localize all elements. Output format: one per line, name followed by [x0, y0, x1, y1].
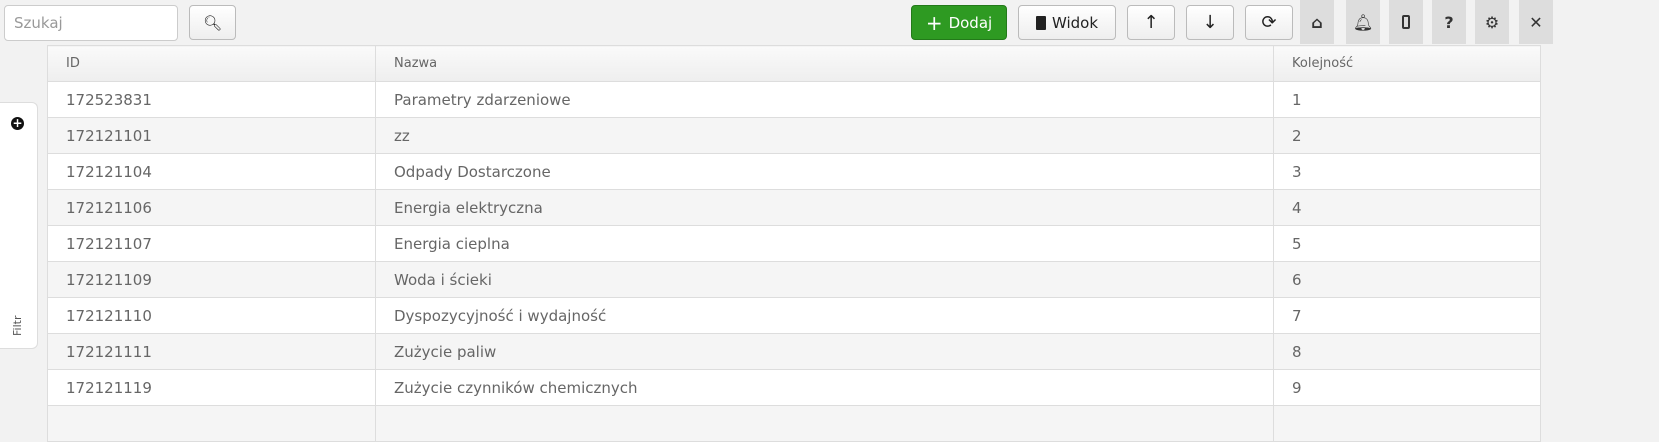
cell-name — [375, 405, 1274, 442]
home-button[interactable]: ⌂ — [1300, 0, 1334, 44]
move-down-button[interactable]: ↓ — [1186, 5, 1234, 40]
help-button[interactable]: ? — [1432, 0, 1466, 44]
search-button[interactable]: 🔍︎ — [189, 5, 236, 40]
add-label: Dodaj — [948, 13, 993, 32]
column-header-name[interactable]: Nazwa — [375, 45, 1274, 82]
table-row[interactable]: 172121106 Energia elektryczna 4 — [47, 189, 1541, 226]
cell-name: Energia elektryczna — [375, 189, 1274, 226]
mobile-button[interactable] — [1389, 0, 1423, 44]
filter-label: Filtr — [11, 315, 24, 336]
cell-id: 172121107 — [47, 225, 376, 262]
cell-id: 172121106 — [47, 189, 376, 226]
cell-id: 172121111 — [47, 333, 376, 370]
view-label: Widok — [1051, 13, 1099, 32]
table-row[interactable]: 172121109 Woda i ścieki 6 — [47, 261, 1541, 298]
cell-name: Energia cieplna — [375, 225, 1274, 262]
cell-order: 5 — [1273, 225, 1541, 262]
question-icon: ? — [1444, 12, 1454, 32]
settings-button[interactable]: ⚙ — [1475, 0, 1509, 44]
table-row[interactable]: 172121107 Energia cieplna 5 — [47, 225, 1541, 262]
cell-order: 1 — [1273, 81, 1541, 118]
cell-order: 6 — [1273, 261, 1541, 298]
table-row[interactable]: 172121104 Odpady Dostarczone 3 — [47, 153, 1541, 190]
arrow-up-icon: ↑ — [1143, 12, 1159, 33]
refresh-icon: ⟳ — [1261, 12, 1277, 33]
search-input[interactable] — [4, 5, 178, 41]
cell-order: 3 — [1273, 153, 1541, 190]
cell-order: 2 — [1273, 117, 1541, 154]
cell-name: Parametry zdarzeniowe — [375, 81, 1274, 118]
plus-icon: + — [925, 10, 943, 35]
cell-id: 172121109 — [47, 261, 376, 298]
table-row[interactable]: 172121101 zz 2 — [47, 117, 1541, 154]
cell-order — [1273, 405, 1541, 442]
cell-order: 7 — [1273, 297, 1541, 334]
cell-name: Dyspozycyjność i wydajność — [375, 297, 1274, 334]
notifications-button[interactable]: 🔔︎ — [1346, 0, 1380, 44]
cell-id: 172523831 — [47, 81, 376, 118]
search-icon: 🔍︎ — [202, 13, 223, 32]
table-row[interactable]: 172121111 Zużycie paliw 8 — [47, 333, 1541, 370]
refresh-button[interactable]: ⟳ — [1245, 5, 1293, 40]
cell-name: Zużycie paliw — [375, 333, 1274, 370]
home-icon: ⌂ — [1311, 12, 1323, 32]
add-button[interactable]: + Dodaj — [911, 5, 1007, 40]
cell-name: Woda i ścieki — [375, 261, 1274, 298]
gear-icon: ⚙ — [1484, 12, 1500, 32]
mobile-icon — [1402, 15, 1410, 29]
move-up-button[interactable]: ↑ — [1127, 5, 1175, 40]
table-row[interactable]: 172121110 Dyspozycyjność i wydajność 7 — [47, 297, 1541, 334]
cell-name: Zużycie czynników chemicznych — [375, 369, 1274, 406]
document-icon — [1035, 15, 1046, 30]
cell-id: 172121110 — [47, 297, 376, 334]
column-header-id[interactable]: ID — [47, 45, 376, 82]
close-button[interactable]: ✕ — [1519, 0, 1553, 44]
view-button[interactable]: Widok — [1018, 5, 1116, 40]
cell-order: 8 — [1273, 333, 1541, 370]
table-row[interactable] — [47, 405, 1541, 442]
arrow-down-icon: ↓ — [1202, 12, 1218, 33]
cell-name: Odpady Dostarczone — [375, 153, 1274, 190]
column-header-order[interactable]: Kolejność — [1273, 45, 1541, 82]
cell-id: 172121104 — [47, 153, 376, 190]
cell-id: 172121101 — [47, 117, 376, 154]
scrollbar[interactable] — [1541, 45, 1559, 430]
data-table: ID Nazwa Kolejność 172523831 Parametry zd… — [47, 45, 1541, 442]
cell-order: 9 — [1273, 369, 1541, 406]
bell-icon: 🔔︎ — [1352, 12, 1374, 32]
table-row[interactable]: 172523831 Parametry zdarzeniowe 1 — [47, 81, 1541, 118]
table-row[interactable]: 172121119 Zużycie czynników chemicznych 9 — [47, 369, 1541, 406]
close-icon: ✕ — [1529, 12, 1543, 32]
filter-panel-toggle[interactable]: + Filtr — [0, 102, 38, 349]
cell-id — [47, 405, 376, 442]
cell-order: 4 — [1273, 189, 1541, 226]
cell-name: zz — [375, 117, 1274, 154]
plus-circle-icon[interactable]: + — [11, 116, 24, 130]
cell-id: 172121119 — [47, 369, 376, 406]
